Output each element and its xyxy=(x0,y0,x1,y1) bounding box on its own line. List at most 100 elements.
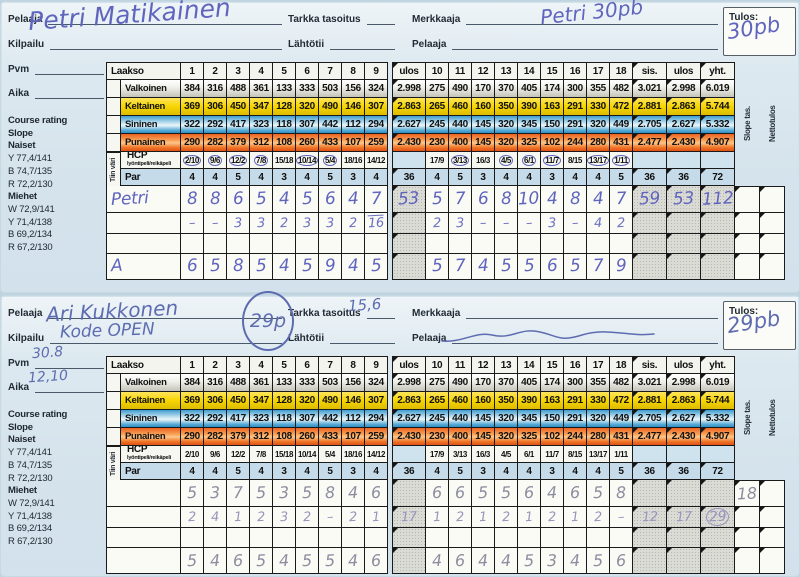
hcp-cell: 9/6 xyxy=(204,446,227,463)
cell-text: 4 xyxy=(373,171,379,183)
cell-text: 390 xyxy=(521,395,537,406)
score-cell: 4 xyxy=(273,254,296,280)
cell-text: 11 xyxy=(455,65,465,77)
cell-text: 259 xyxy=(368,431,384,442)
handwritten-score: 6 xyxy=(232,188,244,209)
handwritten-score: 7 xyxy=(454,188,466,209)
slope-tas-cell xyxy=(735,186,760,213)
handwritten-score: 4 xyxy=(347,188,359,209)
hcp-cell: 8/15 xyxy=(564,446,587,463)
tee-distance-cell: 333 xyxy=(296,80,319,98)
cell-text: 316 xyxy=(207,83,223,94)
par-cell: 4 xyxy=(250,463,273,480)
cell-text: 133 xyxy=(276,377,292,388)
hcp-cell: 4/5 xyxy=(495,446,518,463)
hcp-cell: 6/1 xyxy=(518,152,541,169)
hcp-cell: 15/18 xyxy=(273,446,296,463)
tee-distance-cell: 145 xyxy=(472,116,495,134)
field-line xyxy=(50,33,282,50)
cell-text: ulos xyxy=(399,65,419,77)
rating-line: Y 71,4/138 xyxy=(8,510,52,522)
tee-distance-cell: 323 xyxy=(250,410,273,428)
hcp-cell: 1/11 xyxy=(610,446,633,463)
tee-distance-cell: 431 xyxy=(610,134,633,152)
tee-distance-cell: 320 xyxy=(587,410,610,428)
score-cell: 6 xyxy=(227,548,250,574)
score-cell: 5 xyxy=(181,480,204,507)
rating-line: Miehet xyxy=(8,191,37,203)
hcp-cell: 13/17 xyxy=(587,446,610,463)
cell-text: 291 xyxy=(567,395,583,406)
score-cell: 16 xyxy=(365,213,388,234)
cell-text: 14 xyxy=(523,359,535,371)
rating-line: B 74,7/135 xyxy=(8,459,52,471)
cell-text: 230 xyxy=(429,431,445,442)
score-cell xyxy=(204,528,227,548)
handwritten-score: 3 xyxy=(279,509,289,525)
tee-distance-cell: 442 xyxy=(319,116,342,134)
tee-distance-cell: 384 xyxy=(181,374,204,392)
cell-text: 417 xyxy=(230,413,246,424)
hole-number-cell: 15 xyxy=(541,356,564,374)
score-cell xyxy=(181,234,204,254)
tee-distance-cell: 245 xyxy=(426,116,449,134)
cell-text: 320 xyxy=(590,119,606,130)
tee-distance-cell: 307 xyxy=(296,410,319,428)
scorecard-bottom: Pelaaja Kilpailu Pvm Aika Tarkka tasoitus Läh… xyxy=(2,291,798,575)
cell-text: 4 xyxy=(373,465,379,477)
score-out2-cell xyxy=(667,213,701,234)
tee-total-cell: 4.907 xyxy=(701,428,735,446)
cell-text: 4 xyxy=(212,171,218,183)
cell-text: 379 xyxy=(230,431,246,442)
handwritten-score: 3 xyxy=(233,215,243,231)
score-cell: 2 xyxy=(181,507,204,528)
hole-number-cell: 3 xyxy=(227,356,250,374)
cell-text: 2.881 xyxy=(637,395,662,406)
cell-text: 13 xyxy=(500,359,512,371)
cell-text: 300 xyxy=(567,377,583,388)
cell-text: 4 xyxy=(189,171,195,183)
tee-distance-cell: 112 xyxy=(342,410,365,428)
tee-distance-cell: 306 xyxy=(204,392,227,410)
cell-text: sis. xyxy=(641,65,658,77)
tee-distance-cell: 145 xyxy=(472,134,495,152)
score-cell xyxy=(587,234,610,254)
cell-text: 4 xyxy=(434,465,440,477)
score-total-cell xyxy=(701,548,735,574)
cell-text: 36 xyxy=(678,465,689,477)
player-name-cell: A xyxy=(106,254,181,280)
score-cell: 5 xyxy=(426,254,449,280)
handwritten-score: 17 xyxy=(400,509,418,525)
tee-name-cell: Valkoinen xyxy=(121,80,181,98)
hole-number-cell: 8 xyxy=(342,62,365,80)
cell-text: 260 xyxy=(299,137,315,148)
score-cell: 7 xyxy=(610,186,633,213)
cell-text: 3 xyxy=(281,171,287,183)
nettotulos-vertical-label: Nettotulos xyxy=(760,356,785,480)
slope-tas-vertical-label: Slope tas. xyxy=(735,62,760,186)
score-cell: 6 xyxy=(449,480,472,507)
header-handwriting: 12,10 xyxy=(27,367,69,387)
handwritten-score: 5 xyxy=(255,482,267,503)
cell-text: 3 xyxy=(235,359,241,371)
cell-text: 275 xyxy=(429,83,445,94)
handwritten-score: 16 xyxy=(367,215,385,231)
hcp-label: HCP xyxy=(127,446,148,455)
cell-text: 16/3 xyxy=(476,155,490,165)
hcp-cell: 11/7 xyxy=(541,446,564,463)
score-out2-cell: 17 xyxy=(667,507,701,528)
tee-distance-cell: 280 xyxy=(587,134,610,152)
tee-name-cell: Keltainen xyxy=(121,392,181,410)
score-total-cell xyxy=(701,480,735,507)
cell-text: 265 xyxy=(429,101,445,112)
score-total-cell xyxy=(701,234,735,254)
tee-distance-cell: 370 xyxy=(495,374,518,392)
score-cell: 4 xyxy=(273,548,296,574)
cell-text: 133 xyxy=(276,83,292,94)
cell-text: 1/11 xyxy=(614,155,628,165)
score-cell: 4 xyxy=(472,548,495,574)
cell-text: 450 xyxy=(230,395,246,406)
tee-distance-cell: 355 xyxy=(587,374,610,392)
cell-text: 160 xyxy=(475,101,491,112)
tee-distance-cell: 245 xyxy=(426,410,449,428)
